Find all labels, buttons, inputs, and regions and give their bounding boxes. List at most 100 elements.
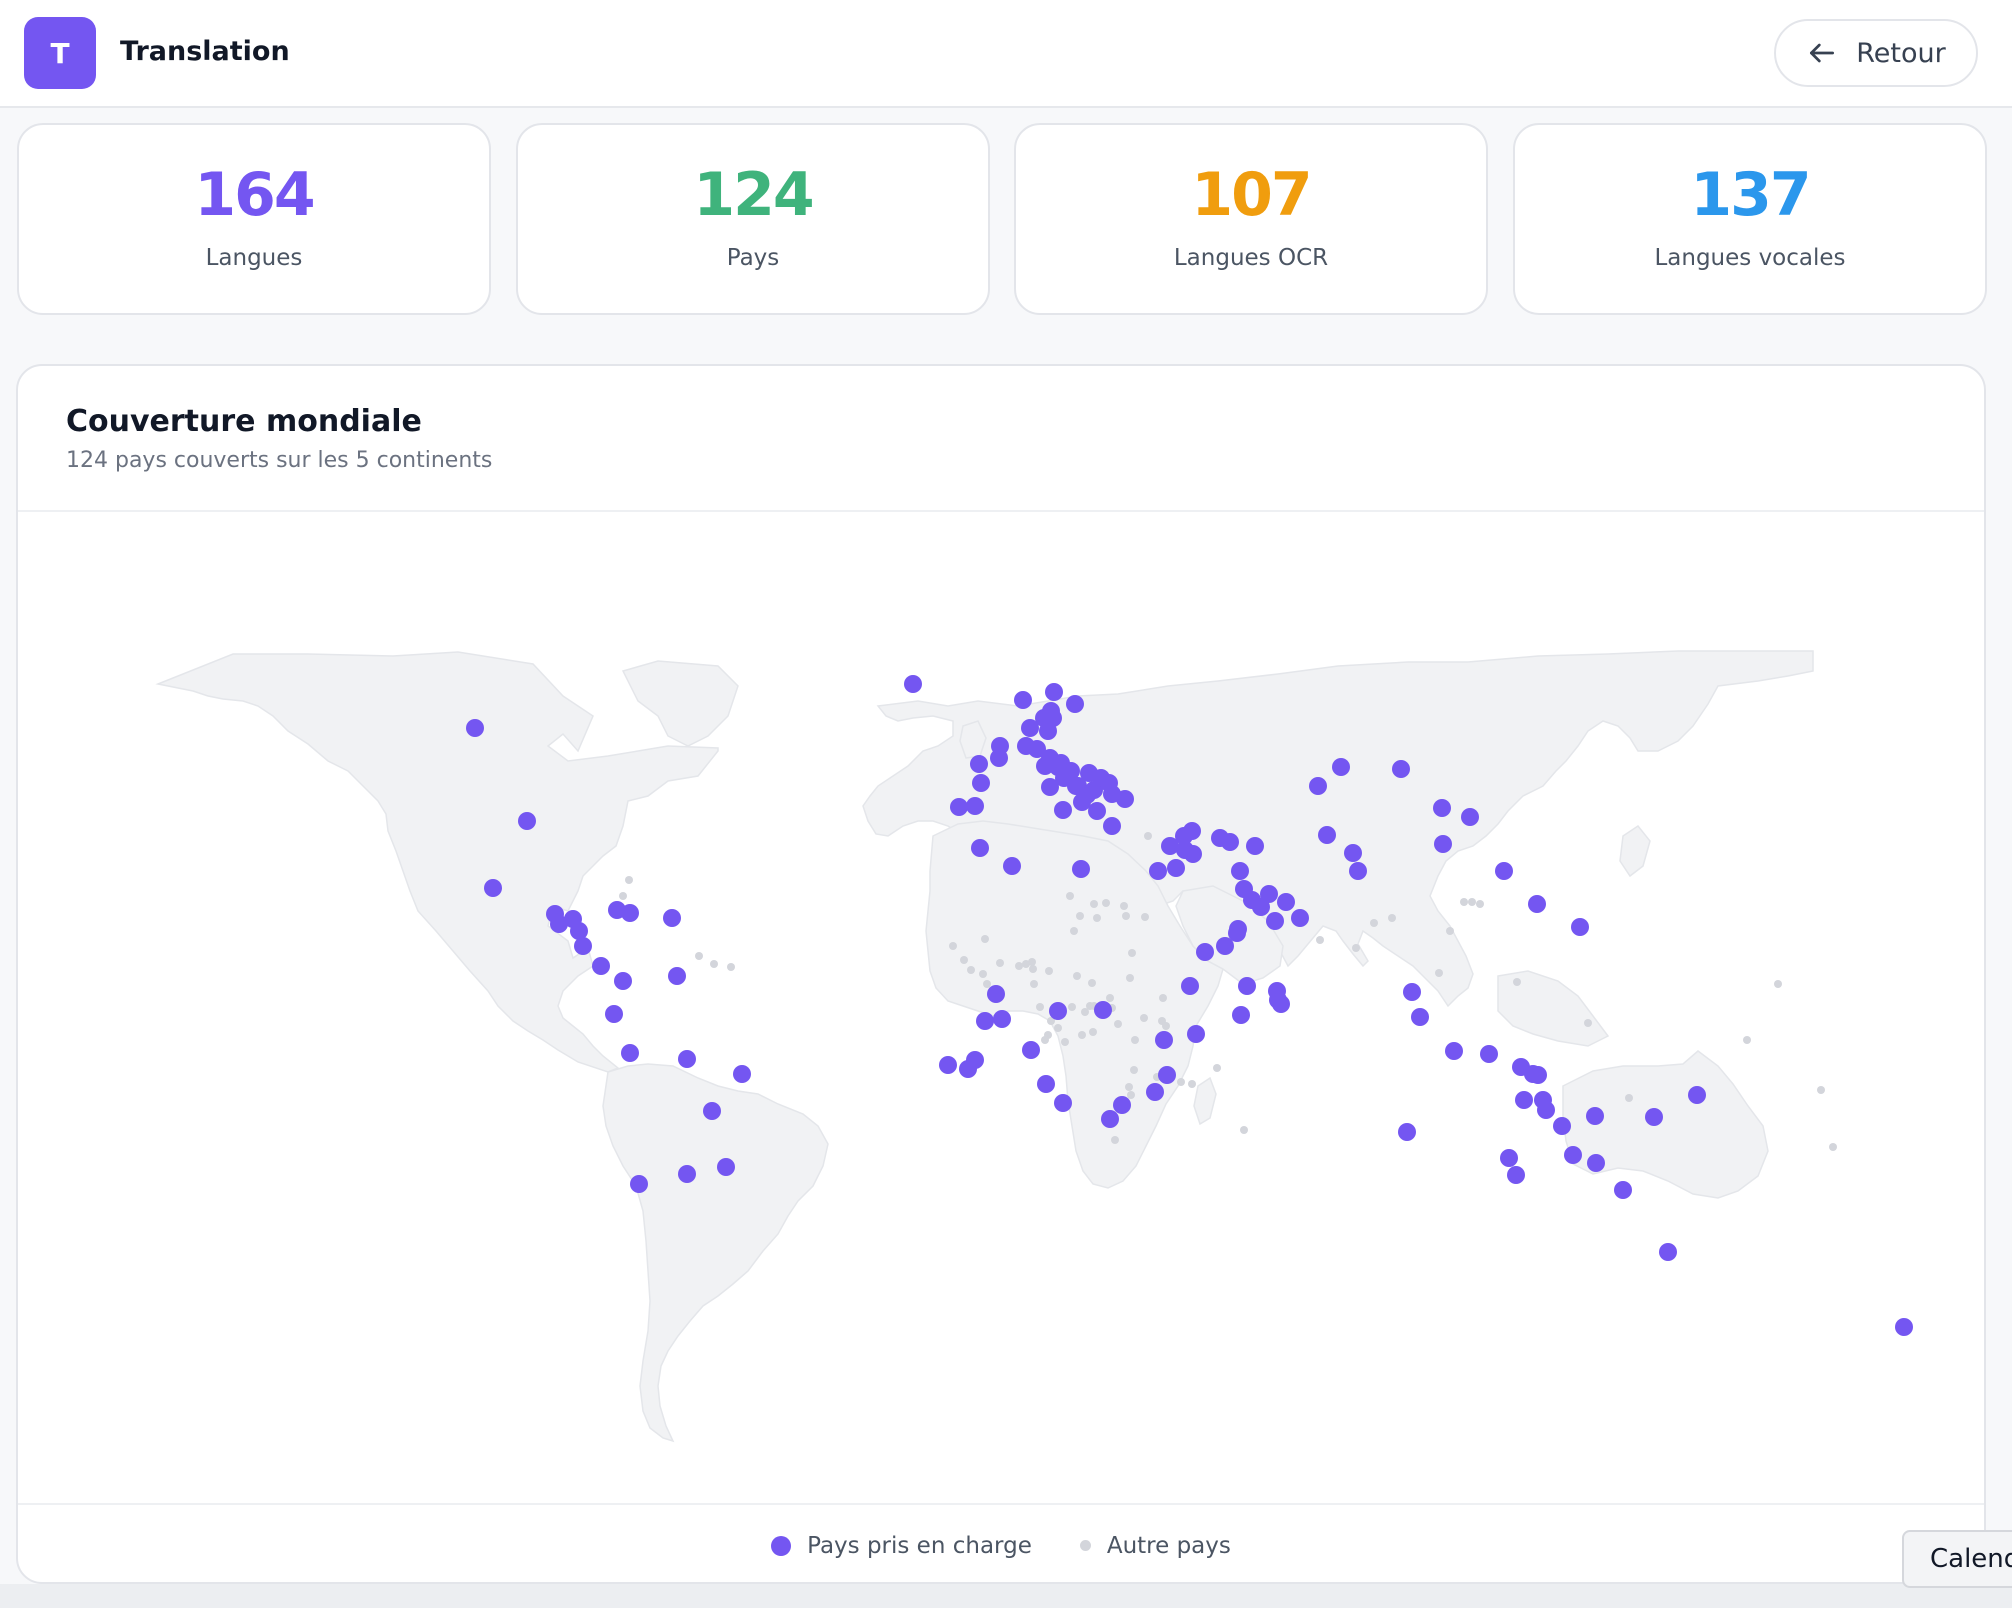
supported-country-dot[interactable] bbox=[904, 675, 922, 693]
supported-country-dot[interactable] bbox=[621, 1044, 639, 1062]
supported-country-dot[interactable] bbox=[959, 1060, 977, 1078]
supported-country-dot[interactable] bbox=[993, 1010, 1011, 1028]
supported-country-dot[interactable] bbox=[1587, 1154, 1605, 1172]
supported-country-dot[interactable] bbox=[1021, 719, 1039, 737]
supported-country-dot[interactable] bbox=[976, 1012, 994, 1030]
supported-country-dot[interactable] bbox=[1515, 1091, 1533, 1109]
supported-country-dot[interactable] bbox=[1252, 898, 1270, 916]
supported-country-dot[interactable] bbox=[1094, 1001, 1112, 1019]
supported-country-dot[interactable] bbox=[1072, 860, 1090, 878]
app-logo[interactable]: T bbox=[24, 17, 96, 89]
calendar-tab[interactable]: Calendar bbox=[1902, 1530, 2012, 1588]
supported-country-dot[interactable] bbox=[466, 719, 484, 737]
supported-country-dot[interactable] bbox=[1645, 1108, 1663, 1126]
supported-country-dot[interactable] bbox=[550, 915, 568, 933]
supported-country-dot[interactable] bbox=[1103, 817, 1121, 835]
supported-country-dot[interactable] bbox=[1398, 1123, 1416, 1141]
supported-country-dot[interactable] bbox=[1659, 1243, 1677, 1261]
back-button[interactable]: Retour bbox=[1774, 19, 1978, 87]
supported-country-dot[interactable] bbox=[717, 1158, 735, 1176]
supported-country-dot[interactable] bbox=[1221, 833, 1239, 851]
supported-country-dot[interactable] bbox=[1614, 1181, 1632, 1199]
supported-country-dot[interactable] bbox=[1181, 977, 1199, 995]
supported-country-dot[interactable] bbox=[1277, 893, 1295, 911]
supported-country-dot[interactable] bbox=[1266, 912, 1284, 930]
supported-country-dot[interactable] bbox=[1149, 862, 1167, 880]
supported-country-dot[interactable] bbox=[1054, 801, 1072, 819]
supported-country-dot[interactable] bbox=[1500, 1149, 1518, 1167]
supported-country-dot[interactable] bbox=[1688, 1086, 1706, 1104]
supported-country-dot[interactable] bbox=[570, 922, 588, 940]
supported-country-dot[interactable] bbox=[1184, 845, 1202, 863]
supported-country-dot[interactable] bbox=[663, 909, 681, 927]
supported-country-dot[interactable] bbox=[1231, 862, 1249, 880]
world-map[interactable] bbox=[18, 366, 1986, 1584]
supported-country-dot[interactable] bbox=[1049, 1002, 1067, 1020]
supported-country-dot[interactable] bbox=[1480, 1045, 1498, 1063]
supported-country-dot[interactable] bbox=[971, 839, 989, 857]
supported-country-dot[interactable] bbox=[1167, 859, 1185, 877]
supported-country-dot[interactable] bbox=[574, 937, 592, 955]
supported-country-dot[interactable] bbox=[1054, 1094, 1072, 1112]
supported-country-dot[interactable] bbox=[621, 904, 639, 922]
supported-country-dot[interactable] bbox=[1028, 740, 1046, 758]
supported-country-dot[interactable] bbox=[1232, 1006, 1250, 1024]
supported-country-dot[interactable] bbox=[1238, 977, 1256, 995]
supported-country-dot[interactable] bbox=[630, 1175, 648, 1193]
supported-country-dot[interactable] bbox=[1246, 837, 1264, 855]
supported-country-dot[interactable] bbox=[972, 774, 990, 792]
supported-country-dot[interactable] bbox=[1183, 822, 1201, 840]
supported-country-dot[interactable] bbox=[1564, 1146, 1582, 1164]
supported-country-dot[interactable] bbox=[1507, 1166, 1525, 1184]
supported-country-dot[interactable] bbox=[1291, 909, 1309, 927]
supported-country-dot[interactable] bbox=[678, 1165, 696, 1183]
supported-country-dot[interactable] bbox=[1571, 918, 1589, 936]
supported-country-dot[interactable] bbox=[733, 1065, 751, 1083]
supported-country-dot[interactable] bbox=[1586, 1107, 1604, 1125]
supported-country-dot[interactable] bbox=[1036, 757, 1054, 775]
supported-country-dot[interactable] bbox=[970, 755, 988, 773]
supported-country-dot[interactable] bbox=[1003, 857, 1021, 875]
supported-country-dot[interactable] bbox=[1066, 695, 1084, 713]
supported-country-dot[interactable] bbox=[966, 797, 984, 815]
supported-country-dot[interactable] bbox=[1229, 920, 1247, 938]
supported-country-dot[interactable] bbox=[1495, 862, 1513, 880]
supported-country-dot[interactable] bbox=[987, 985, 1005, 1003]
supported-country-dot[interactable] bbox=[1260, 885, 1278, 903]
supported-country-dot[interactable] bbox=[678, 1050, 696, 1068]
supported-country-dot[interactable] bbox=[1196, 943, 1214, 961]
supported-country-dot[interactable] bbox=[1895, 1318, 1913, 1336]
supported-country-dot[interactable] bbox=[1344, 844, 1362, 862]
supported-country-dot[interactable] bbox=[1113, 1096, 1131, 1114]
supported-country-dot[interactable] bbox=[1309, 777, 1327, 795]
supported-country-dot[interactable] bbox=[1101, 1110, 1119, 1128]
supported-country-dot[interactable] bbox=[614, 972, 632, 990]
supported-country-dot[interactable] bbox=[1445, 1042, 1463, 1060]
supported-country-dot[interactable] bbox=[1088, 802, 1106, 820]
supported-country-dot[interactable] bbox=[990, 749, 1008, 767]
supported-country-dot[interactable] bbox=[1041, 778, 1059, 796]
supported-country-dot[interactable] bbox=[1272, 995, 1290, 1013]
supported-country-dot[interactable] bbox=[1146, 1083, 1164, 1101]
supported-country-dot[interactable] bbox=[950, 798, 968, 816]
supported-country-dot[interactable] bbox=[703, 1102, 721, 1120]
supported-country-dot[interactable] bbox=[1161, 837, 1179, 855]
supported-country-dot[interactable] bbox=[1318, 826, 1336, 844]
supported-country-dot[interactable] bbox=[1461, 808, 1479, 826]
supported-country-dot[interactable] bbox=[1403, 983, 1421, 1001]
supported-country-dot[interactable] bbox=[1062, 762, 1080, 780]
supported-country-dot[interactable] bbox=[1529, 1066, 1547, 1084]
supported-country-dot[interactable] bbox=[592, 957, 610, 975]
supported-country-dot[interactable] bbox=[1528, 895, 1546, 913]
supported-country-dot[interactable] bbox=[1187, 1025, 1205, 1043]
supported-country-dot[interactable] bbox=[1014, 691, 1032, 709]
supported-country-dot[interactable] bbox=[1022, 1041, 1040, 1059]
supported-country-dot[interactable] bbox=[1433, 799, 1451, 817]
supported-country-dot[interactable] bbox=[1392, 760, 1410, 778]
supported-country-dot[interactable] bbox=[518, 812, 536, 830]
supported-country-dot[interactable] bbox=[1035, 709, 1053, 727]
supported-country-dot[interactable] bbox=[1411, 1008, 1429, 1026]
supported-country-dot[interactable] bbox=[668, 967, 686, 985]
supported-country-dot[interactable] bbox=[484, 879, 502, 897]
supported-country-dot[interactable] bbox=[1116, 790, 1134, 808]
